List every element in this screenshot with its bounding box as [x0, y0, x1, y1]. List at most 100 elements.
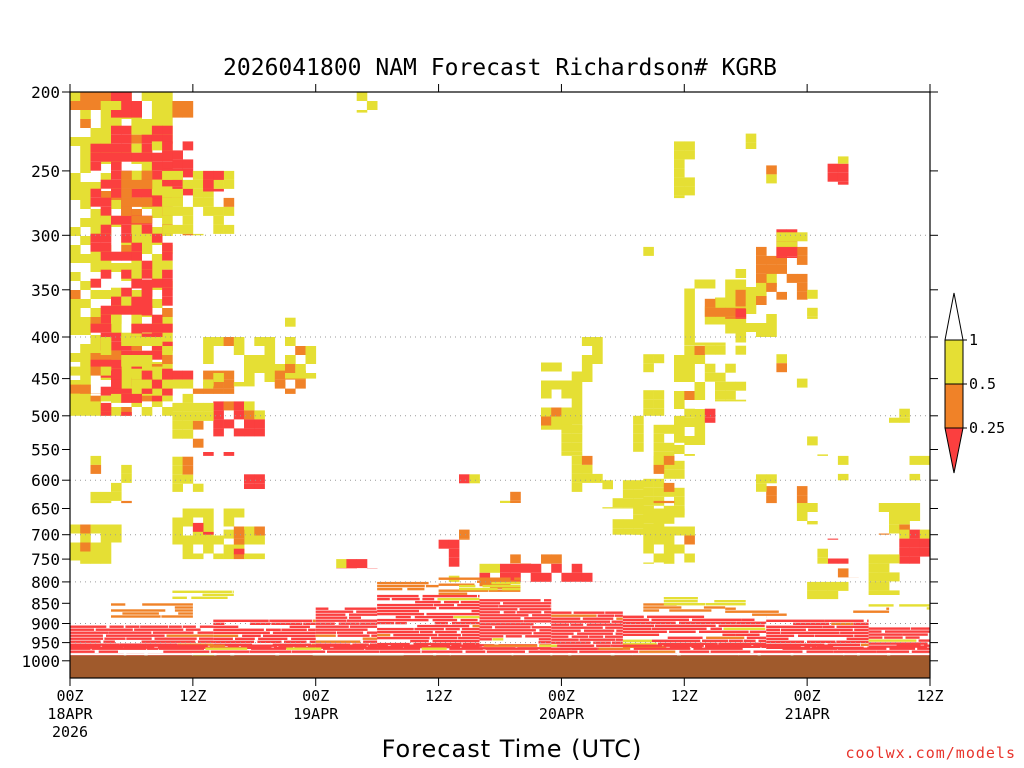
ri-streak [499, 605, 551, 608]
ri-cell [213, 535, 224, 545]
ri-streak [377, 584, 425, 588]
ri-region-32 [459, 529, 470, 540]
ri-streak [479, 629, 536, 632]
ri-cell [704, 315, 716, 325]
ri-cell [172, 483, 183, 492]
ri-cell [162, 260, 173, 270]
ri-streak [489, 589, 521, 592]
ri-streak [312, 619, 316, 622]
y-tick-label: 600 [31, 471, 60, 490]
ri-streak [377, 603, 434, 607]
ri-streak [213, 634, 239, 637]
colorbar-below-0.25 [944, 427, 964, 474]
ri-cell [162, 150, 173, 160]
ri-region-73 [807, 436, 828, 456]
ri-cell [561, 424, 572, 434]
ri-cell [633, 532, 644, 535]
ri-cell [131, 215, 142, 224]
ri-streak [122, 612, 159, 615]
ri-cell [70, 380, 81, 389]
ri-streak [377, 633, 391, 637]
ri-streak [199, 625, 214, 628]
ri-cell [766, 495, 777, 504]
ri-cell [295, 373, 306, 379]
ri-streak [209, 644, 226, 647]
ri-cell [90, 542, 102, 552]
ri-cell [100, 233, 112, 243]
ri-streak [524, 617, 552, 620]
ri-cell [633, 480, 644, 490]
x-tick-label: 00Z [794, 687, 821, 705]
ri-cell [653, 408, 665, 416]
ri-streak [613, 644, 663, 647]
ri-cell [100, 491, 112, 501]
ri-cell [510, 563, 521, 573]
ri-streak [896, 644, 921, 647]
ri-cell [796, 503, 808, 512]
ri-cell [592, 346, 603, 355]
ri-cell [70, 326, 81, 335]
ri-cell [889, 521, 900, 525]
ri-cell [254, 337, 265, 346]
ri-cell [182, 456, 194, 466]
boundary-layer-band-3 [377, 594, 480, 649]
ri-region-22 [90, 455, 132, 504]
ri-cell [100, 366, 112, 376]
ri-cell [111, 134, 122, 144]
ri-streak [479, 602, 501, 605]
ri-region-82 [878, 503, 921, 525]
ri-cell [151, 337, 163, 346]
ri-cell [131, 242, 142, 252]
ri-cell [899, 512, 910, 521]
ri-cell [131, 337, 142, 346]
ri-streak [315, 613, 346, 616]
ri-streak [493, 580, 521, 583]
ri-cell [889, 417, 900, 423]
ri-cell [100, 560, 112, 564]
ri-cell [735, 317, 747, 319]
ri-cell [182, 233, 194, 236]
ri-streak [213, 628, 264, 631]
ri-streak [766, 637, 789, 640]
ri-streak [227, 644, 239, 647]
ri-cell [100, 92, 112, 101]
boundary-layer-band-10 [111, 603, 193, 618]
ri-cell [233, 548, 245, 555]
ri-cell [151, 314, 163, 324]
ri-streak [479, 623, 534, 626]
ri-cell [100, 305, 112, 315]
ri-cell [111, 341, 122, 351]
ri-cell [141, 170, 153, 180]
ri-cell [131, 170, 142, 180]
ri-streak [703, 606, 726, 609]
ri-cell [725, 381, 736, 391]
colorbar-above-1 [944, 292, 964, 341]
ri-streak [232, 590, 234, 593]
ri-cell [70, 101, 81, 110]
ri-cell [100, 242, 112, 252]
ri-streak [249, 650, 292, 653]
ri-streak [479, 605, 499, 608]
ri-cell [70, 137, 81, 146]
ri-cell [510, 572, 521, 582]
ri-cell [80, 380, 91, 389]
ri-cell [141, 152, 153, 162]
ri-cell [151, 263, 163, 272]
ri-cell [90, 137, 102, 146]
ri-region-7 [162, 170, 235, 236]
ri-cell [151, 395, 163, 402]
ri-cell [735, 297, 747, 307]
ri-streak [516, 611, 542, 614]
ri-cell [520, 563, 532, 573]
ri-cell [141, 143, 153, 153]
ri-streak [868, 633, 903, 636]
ri-cell [674, 508, 685, 518]
ri-cell [111, 251, 122, 261]
ri-cell [653, 424, 665, 434]
ri-cell [878, 533, 890, 535]
ri-cell [909, 538, 921, 548]
ri-streak [251, 647, 286, 650]
ri-streak [108, 631, 152, 634]
ri-cell [192, 179, 204, 189]
ri-cell [111, 119, 122, 128]
